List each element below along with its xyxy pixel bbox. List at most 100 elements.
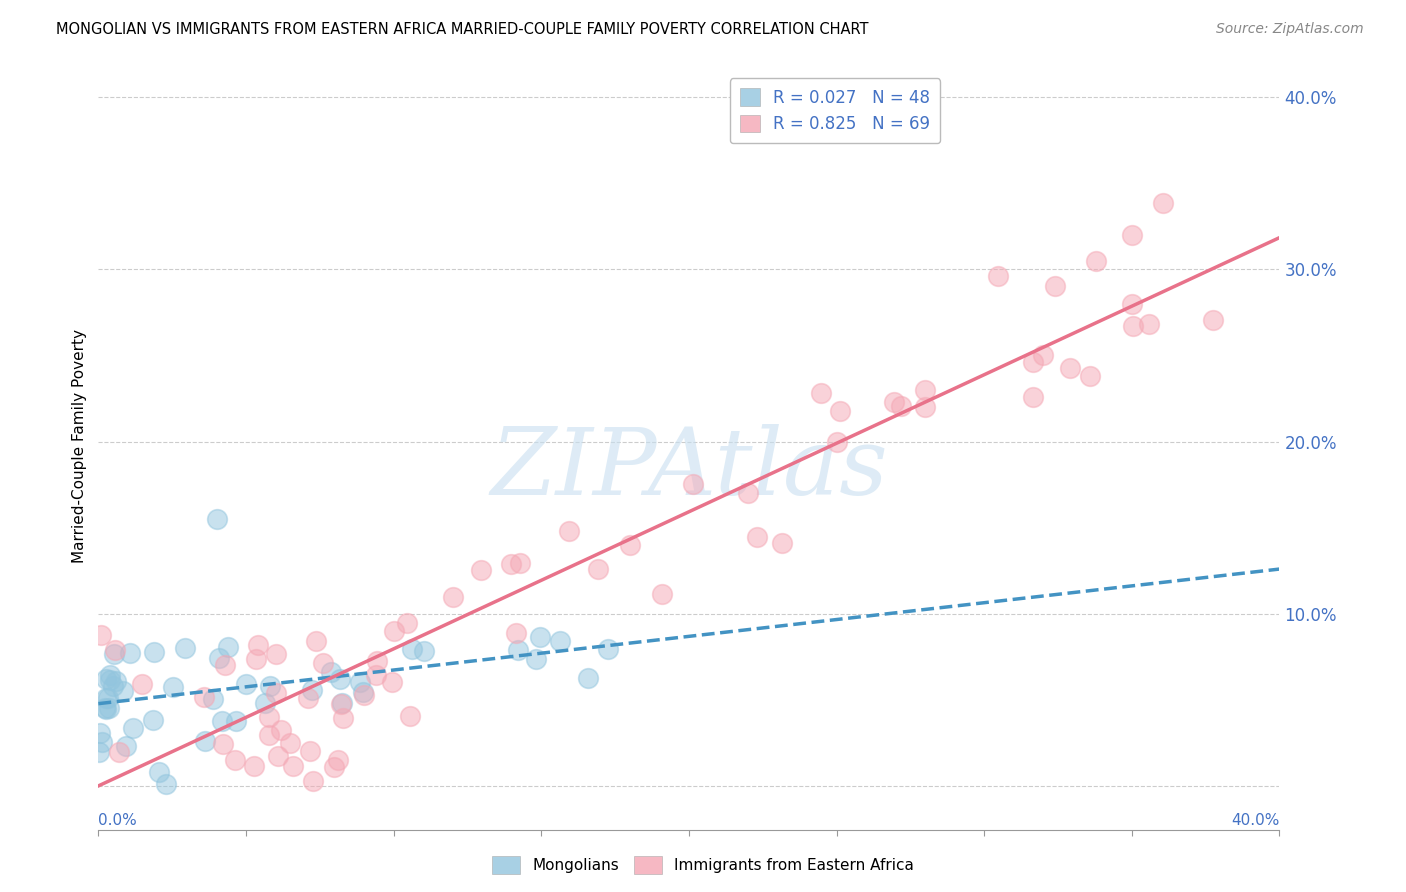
Point [205,512,228,526]
Point [366,654,388,668]
Point [328,753,350,767]
Point [97,690,120,705]
Point [201,692,224,706]
Point [321,665,343,680]
Point [352,684,374,698]
Text: 40.0%: 40.0% [1232,814,1279,829]
Point [1022,390,1045,404]
Point [148,765,170,780]
Point [322,759,344,773]
Y-axis label: Married-Couple Family Poverty: Married-Couple Family Poverty [72,329,87,563]
Point [131,677,153,691]
Point [257,710,280,724]
Point [1045,279,1067,293]
Point [278,736,301,750]
Point [548,634,571,648]
Point [211,714,233,729]
Point [770,536,793,550]
Point [224,753,246,767]
Point [470,563,492,577]
Point [441,590,464,604]
Point [301,682,323,697]
Text: ZIPAtlas: ZIPAtlas [491,424,887,514]
Point [737,486,759,500]
Point [828,404,851,418]
Point [247,639,270,653]
Point [747,530,769,544]
Point [401,641,423,656]
Point [1059,360,1081,375]
Point [330,696,353,710]
Point [98,701,121,715]
Point [94,702,117,716]
Point [155,777,177,791]
Point [1078,369,1101,384]
Point [214,658,236,673]
Point [810,386,832,401]
Point [253,696,276,710]
Point [1121,297,1143,311]
Point [101,679,124,693]
Point [98,673,121,687]
Legend: Mongolians, Immigrants from Eastern Africa: Mongolians, Immigrants from Eastern Afri… [486,850,920,880]
Point [94,672,117,686]
Point [1022,355,1045,369]
Point [98,668,121,682]
Point [259,728,281,742]
Point [524,652,547,666]
Point [332,711,354,725]
Text: 0.0%: 0.0% [98,814,138,829]
Point [105,674,128,689]
Point [1085,253,1108,268]
Point [90,628,112,642]
Point [89,726,111,740]
Point [890,399,912,413]
Point [267,748,290,763]
Point [104,643,127,657]
Point [576,671,599,685]
Point [329,697,352,711]
Text: Source: ZipAtlas.com: Source: ZipAtlas.com [1216,22,1364,37]
Point [264,647,287,661]
Point [329,672,352,686]
Point [399,709,422,723]
Point [883,394,905,409]
Point [1202,313,1225,327]
Point [211,737,233,751]
Point [987,268,1010,283]
Point [1032,349,1054,363]
Point [108,745,131,759]
Point [217,640,239,654]
Point [94,701,117,715]
Point [162,680,184,694]
Point [825,434,848,449]
Point [299,744,322,758]
Point [651,587,673,601]
Point [264,686,287,700]
Point [395,615,418,630]
Point [103,647,125,661]
Point [173,640,195,655]
Point [914,401,936,415]
Point [259,679,281,693]
Point [270,723,292,737]
Point [235,677,257,691]
Point [1137,317,1160,331]
Point [193,690,215,705]
Point [381,674,404,689]
Point [297,690,319,705]
Text: MONGOLIAN VS IMMIGRANTS FROM EASTERN AFRICA MARRIED-COUPLE FAMILY POVERTY CORREL: MONGOLIAN VS IMMIGRANTS FROM EASTERN AFR… [56,22,869,37]
Point [115,739,138,754]
Point [122,721,145,735]
Point [281,759,304,773]
Point [1152,196,1174,211]
Point [96,690,118,705]
Point [143,645,166,659]
Point [312,656,335,670]
Point [302,774,325,789]
Point [225,714,247,728]
Point [588,562,610,576]
Point [505,625,527,640]
Legend: R = 0.027   N = 48, R = 0.825   N = 69: R = 0.027 N = 48, R = 0.825 N = 69 [730,78,941,143]
Point [208,651,231,665]
